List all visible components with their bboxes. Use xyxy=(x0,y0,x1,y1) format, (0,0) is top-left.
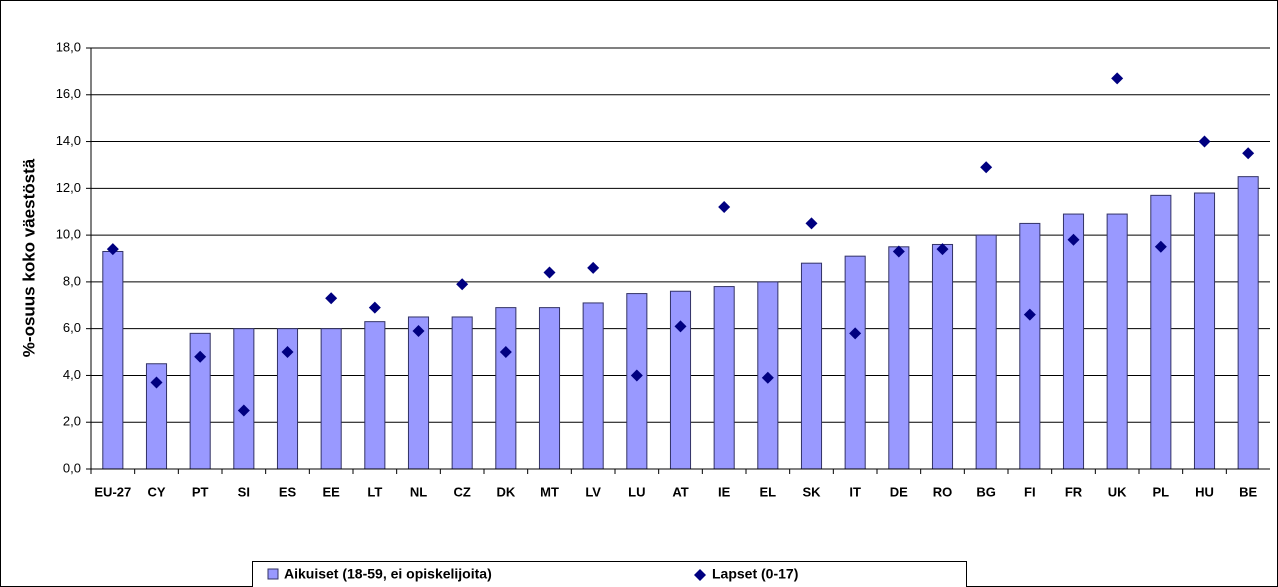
diamond-marker xyxy=(194,350,207,363)
y-tick-label: 2,0 xyxy=(63,414,81,429)
x-tick-label: EE xyxy=(322,484,340,499)
bar xyxy=(102,250,124,470)
legend-label: Lapset (0-17) xyxy=(712,566,798,582)
x-tick-label: IE xyxy=(718,484,731,499)
bar xyxy=(407,316,430,470)
legend-box xyxy=(252,561,967,587)
diamond-marker xyxy=(718,201,731,214)
y-axis-title: %-osuus koko väestöstä xyxy=(19,158,38,357)
x-tick-label: CY xyxy=(147,484,165,499)
bar xyxy=(669,290,692,470)
legend-marker xyxy=(694,569,706,581)
diamond-marker xyxy=(805,217,818,230)
x-tick-label: BE xyxy=(1239,484,1257,499)
diamond-marker xyxy=(936,243,949,256)
diamond-marker xyxy=(412,325,425,338)
x-tick-label: IT xyxy=(849,484,861,499)
x-tick-label: ES xyxy=(279,484,297,499)
x-tick-label: DK xyxy=(496,484,515,499)
y-tick-label: 10,0 xyxy=(56,227,81,242)
diamond-marker xyxy=(980,161,993,174)
x-tick-label: SI xyxy=(238,484,250,499)
x-tick-label: BG xyxy=(976,484,996,499)
x-tick-label: AT xyxy=(672,484,688,499)
bar xyxy=(931,243,954,470)
diamond-marker xyxy=(1067,233,1080,246)
diamond-marker xyxy=(150,376,163,389)
y-tick-label: 4,0 xyxy=(63,367,81,382)
x-tick-label: EL xyxy=(760,484,777,499)
x-tick-label: FR xyxy=(1065,484,1083,499)
bar xyxy=(713,286,735,470)
diamond-marker xyxy=(1242,147,1255,160)
bar xyxy=(1150,194,1172,470)
bar xyxy=(451,316,473,470)
diamond-marker xyxy=(237,404,250,417)
bar xyxy=(975,234,997,470)
y-tick-label: 8,0 xyxy=(63,273,81,288)
diamond-marker xyxy=(761,371,774,384)
diamond-marker xyxy=(499,346,512,359)
bar xyxy=(1019,222,1041,470)
diamond-marker xyxy=(368,301,381,314)
bar xyxy=(364,321,386,470)
x-tick-label: LV xyxy=(585,484,601,499)
y-tick-label: 0,0 xyxy=(63,460,81,475)
bar xyxy=(888,246,910,470)
diamond-marker xyxy=(587,261,600,274)
bar xyxy=(1237,176,1259,470)
x-tick-label: NL xyxy=(410,484,427,499)
bar xyxy=(1062,213,1085,470)
x-tick-label: RO xyxy=(933,484,953,499)
x-tick-label: HU xyxy=(1195,484,1214,499)
diamond-marker xyxy=(630,369,643,382)
bar xyxy=(800,262,823,470)
bar xyxy=(844,255,866,470)
diamond-marker xyxy=(1154,240,1167,253)
x-tick-label: LT xyxy=(367,484,382,499)
x-tick-label: SK xyxy=(802,484,821,499)
y-tick-label: 18,0 xyxy=(56,39,81,54)
x-tick-label: MT xyxy=(540,484,559,499)
x-tick-label: DE xyxy=(890,484,908,499)
x-tick-label: CZ xyxy=(453,484,470,499)
bar xyxy=(538,307,561,470)
x-tick-label: UK xyxy=(1108,484,1127,499)
diamond-marker xyxy=(456,278,469,291)
diamond-marker xyxy=(543,266,556,279)
x-tick-label: LU xyxy=(628,484,645,499)
legend-label: Aikuiset (18-59, ei opiskelijoita) xyxy=(284,566,492,582)
diamond-marker xyxy=(1198,135,1211,148)
diamond-marker xyxy=(892,245,905,258)
diamond-marker xyxy=(1023,308,1036,321)
diamond-marker xyxy=(674,320,687,333)
diamond-marker xyxy=(106,243,119,256)
bar xyxy=(320,328,342,470)
y-tick-label: 6,0 xyxy=(63,320,81,335)
y-tick-label: 12,0 xyxy=(56,180,81,195)
bar xyxy=(1193,192,1216,470)
bar xyxy=(495,307,517,470)
x-tick-label: FI xyxy=(1024,484,1036,499)
y-tick-label: 16,0 xyxy=(56,86,81,101)
bar xyxy=(582,302,604,470)
x-tick-label: PT xyxy=(192,484,209,499)
y-tick-label: 14,0 xyxy=(56,133,81,148)
diamond-marker xyxy=(849,327,862,340)
diamond-marker xyxy=(281,346,294,359)
x-tick-label: PL xyxy=(1153,484,1170,499)
legend-swatch xyxy=(267,568,279,580)
bar xyxy=(233,328,255,470)
diamond-marker xyxy=(1111,72,1124,85)
x-tick-label: EU-27 xyxy=(94,484,131,499)
bar xyxy=(1106,213,1128,470)
diamond-marker xyxy=(325,292,338,305)
